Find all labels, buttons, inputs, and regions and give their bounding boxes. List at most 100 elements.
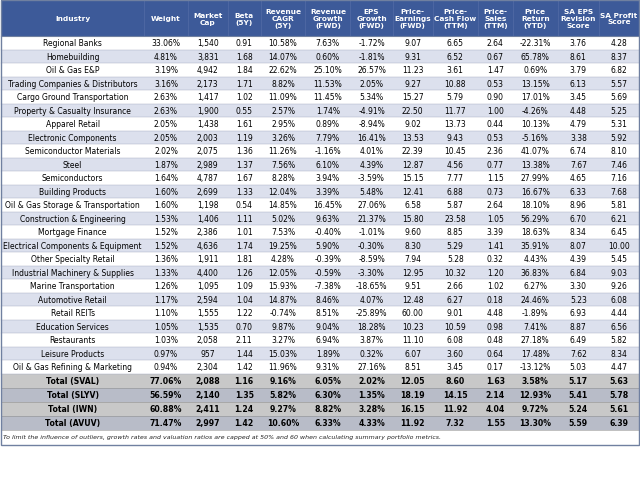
Text: 2,386: 2,386: [197, 228, 219, 237]
Text: 7.46: 7.46: [611, 160, 627, 169]
Text: 1.53%: 1.53%: [154, 214, 178, 223]
Text: 27.18%: 27.18%: [521, 336, 550, 345]
Text: 9.51: 9.51: [404, 282, 421, 291]
Text: 3.39: 3.39: [487, 228, 504, 237]
Text: 11.92: 11.92: [401, 418, 425, 427]
Text: -3.59%: -3.59%: [358, 174, 385, 183]
Text: 1.35%: 1.35%: [358, 390, 385, 399]
Text: Cargo Ground Transportation: Cargo Ground Transportation: [17, 93, 128, 102]
Text: 0.53: 0.53: [487, 80, 504, 89]
Text: 0.94%: 0.94%: [154, 362, 178, 372]
Text: -1.81%: -1.81%: [358, 53, 385, 61]
Text: 1.22: 1.22: [236, 309, 253, 318]
Text: 6.65: 6.65: [447, 39, 464, 48]
Text: Total (SVAL): Total (SVAL): [46, 376, 99, 385]
Text: Semiconductor Materials: Semiconductor Materials: [25, 147, 120, 156]
Text: 1.60%: 1.60%: [154, 201, 178, 210]
Text: Steel: Steel: [63, 160, 83, 169]
Text: 17.01%: 17.01%: [521, 93, 550, 102]
Text: 2,989: 2,989: [197, 160, 219, 169]
Text: 1.11: 1.11: [236, 214, 253, 223]
Text: 2,997: 2,997: [196, 418, 220, 427]
Text: 13.53: 13.53: [402, 133, 424, 143]
Text: 12.87: 12.87: [402, 160, 424, 169]
Text: Electrical Components & Equipment: Electrical Components & Equipment: [3, 241, 142, 250]
Text: 6.30%: 6.30%: [314, 390, 341, 399]
Text: 1.42: 1.42: [235, 418, 254, 427]
Text: 0.48: 0.48: [487, 336, 504, 345]
Text: 10.45: 10.45: [444, 147, 466, 156]
Bar: [1, 37, 639, 50]
Text: 1.71: 1.71: [236, 80, 253, 89]
Text: 9.02: 9.02: [404, 120, 421, 129]
Bar: [1, 131, 639, 144]
Text: 11.23: 11.23: [402, 66, 424, 75]
Bar: [1, 306, 639, 320]
Text: 22.39: 22.39: [402, 147, 424, 156]
Text: 18.10%: 18.10%: [521, 201, 550, 210]
Text: 15.27: 15.27: [402, 93, 424, 102]
Text: 2.02%: 2.02%: [358, 376, 385, 385]
Text: 4.44: 4.44: [611, 309, 627, 318]
Text: 0.60%: 0.60%: [316, 53, 340, 61]
Text: 0.44: 0.44: [487, 120, 504, 129]
Bar: [1, 91, 639, 104]
Text: 4.43%: 4.43%: [524, 255, 547, 264]
Text: Property & Casualty Insurance: Property & Casualty Insurance: [14, 107, 131, 116]
Text: 33.06%: 33.06%: [152, 39, 180, 48]
Text: -1.89%: -1.89%: [522, 309, 548, 318]
Text: 7.62: 7.62: [570, 349, 587, 358]
Text: 8.87: 8.87: [570, 322, 587, 331]
Bar: [1, 64, 639, 77]
Text: 4.47: 4.47: [611, 362, 627, 372]
Text: 4,787: 4,787: [197, 174, 219, 183]
Bar: [1, 77, 639, 91]
Text: Building Products: Building Products: [39, 187, 106, 196]
Text: 2,088: 2,088: [195, 376, 220, 385]
Text: 13.30%: 13.30%: [519, 418, 551, 427]
Text: 0.89%: 0.89%: [316, 120, 340, 129]
Text: Restaurants: Restaurants: [49, 336, 96, 345]
Text: Price
Return
(YTD): Price Return (YTD): [521, 9, 550, 29]
Text: 6.93: 6.93: [570, 309, 587, 318]
Text: Semiconductors: Semiconductors: [42, 174, 103, 183]
Text: -13.12%: -13.12%: [520, 362, 551, 372]
Text: Trading Companies & Distributors: Trading Companies & Distributors: [8, 80, 138, 89]
Text: 1.81: 1.81: [236, 255, 253, 264]
Text: -8.59%: -8.59%: [358, 255, 385, 264]
Text: 14.15: 14.15: [443, 390, 468, 399]
Text: -4.26%: -4.26%: [522, 107, 548, 116]
Text: Regional Banks: Regional Banks: [43, 39, 102, 48]
Text: 16.67%: 16.67%: [521, 187, 550, 196]
Bar: [1, 293, 639, 306]
Text: 1.09: 1.09: [236, 282, 253, 291]
Text: 8.34: 8.34: [611, 349, 627, 358]
Text: 1,540: 1,540: [197, 39, 219, 48]
Text: Oil & Gas Storage & Transportation: Oil & Gas Storage & Transportation: [5, 201, 140, 210]
Text: Other Specialty Retail: Other Specialty Retail: [31, 255, 115, 264]
Text: 21.37%: 21.37%: [357, 214, 386, 223]
Text: 2.05%: 2.05%: [154, 133, 178, 143]
Text: 9.16%: 9.16%: [269, 376, 296, 385]
Text: 10.13%: 10.13%: [521, 120, 550, 129]
Text: -0.39%: -0.39%: [314, 255, 341, 264]
Text: 8.60: 8.60: [445, 376, 465, 385]
Text: 27.99%: 27.99%: [521, 174, 550, 183]
Text: 14.87%: 14.87%: [269, 295, 298, 304]
Text: 5.23: 5.23: [570, 295, 587, 304]
Text: 7.67: 7.67: [570, 160, 587, 169]
Text: 2.64: 2.64: [487, 39, 504, 48]
Text: 2.63%: 2.63%: [154, 107, 178, 116]
Text: 3.45: 3.45: [570, 93, 587, 102]
Text: 5.69: 5.69: [611, 93, 627, 102]
Text: 5.03: 5.03: [570, 362, 587, 372]
Text: Oil & Gas Refining & Marketing: Oil & Gas Refining & Marketing: [13, 362, 132, 372]
Text: 2.66: 2.66: [447, 282, 463, 291]
Text: 26.57%: 26.57%: [357, 66, 386, 75]
Text: 56.29%: 56.29%: [521, 214, 550, 223]
Text: 5.59: 5.59: [569, 418, 588, 427]
Bar: [1, 226, 639, 239]
Text: Total (IWN): Total (IWN): [48, 404, 97, 413]
Text: 3.94%: 3.94%: [316, 174, 340, 183]
Text: 1.03%: 1.03%: [154, 336, 178, 345]
